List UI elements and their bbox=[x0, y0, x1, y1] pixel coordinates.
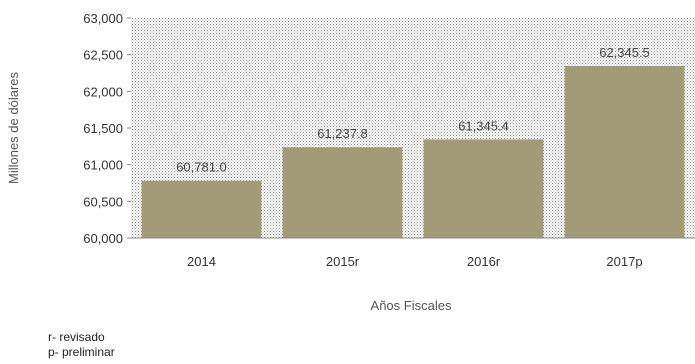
bar bbox=[564, 65, 685, 238]
x-axis-title: Años Fiscales bbox=[371, 298, 452, 313]
x-tick-label: 2016r bbox=[467, 254, 501, 269]
note-revisado: r- revisado bbox=[48, 330, 105, 344]
bar-value-label: 60,781.0 bbox=[176, 160, 227, 175]
bar bbox=[141, 180, 262, 238]
bar bbox=[423, 139, 544, 238]
y-tick-label: 61,500 bbox=[83, 121, 123, 136]
y-axis: 60,000 60,500 61,000 61,500 62,000 62,500 63,0… bbox=[83, 11, 131, 246]
note-preliminar: p- preliminar bbox=[48, 345, 115, 359]
bar bbox=[282, 147, 403, 238]
bars bbox=[141, 65, 685, 238]
bar-value-label: 62,345.5 bbox=[599, 45, 650, 60]
x-tick-label: 2014 bbox=[187, 254, 216, 269]
y-tick-label: 62,500 bbox=[83, 48, 123, 63]
y-tick-label: 60,000 bbox=[83, 231, 123, 246]
x-tick-label: 2015r bbox=[326, 254, 360, 269]
y-tick-label: 60,500 bbox=[83, 194, 123, 209]
footnotes: r- revisado p- preliminar bbox=[48, 330, 115, 360]
x-axis: 2014 2015r 2016r 2017p bbox=[187, 254, 643, 269]
y-tick-label: 63,000 bbox=[83, 11, 123, 26]
x-tick-label: 2017p bbox=[606, 254, 642, 269]
bar-value-label: 61,237.8 bbox=[317, 126, 368, 141]
data-labels: 60,781.0 61,237.8 61,345.4 62,345.5 bbox=[176, 45, 650, 175]
y-tick-label: 62,000 bbox=[83, 84, 123, 99]
bar-value-label: 61,345.4 bbox=[458, 118, 509, 133]
y-axis-title: Millones de dólares bbox=[6, 72, 21, 185]
y-tick-label: 61,000 bbox=[83, 158, 123, 173]
